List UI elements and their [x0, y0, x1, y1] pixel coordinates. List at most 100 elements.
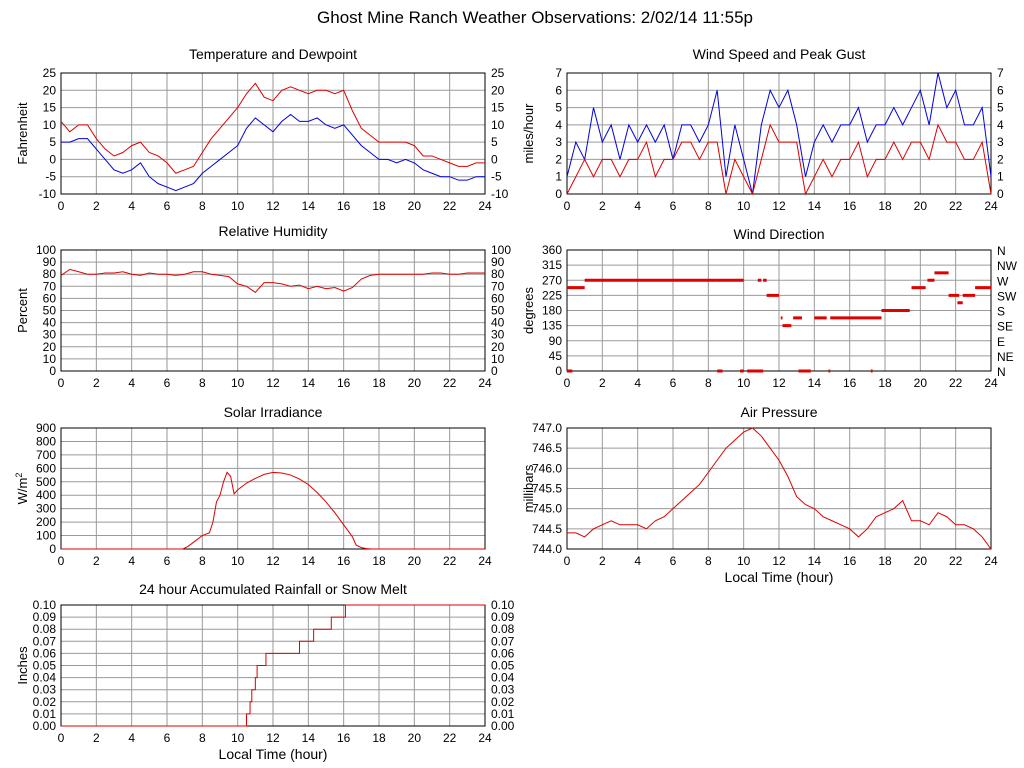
rh-x-tick-label: 0: [58, 376, 65, 390]
rh-series-0-line: [60, 268, 485, 294]
page-title: Ghost Mine Ranch Weather Observations: 2…: [317, 8, 753, 27]
wind-x-tick-label: 4: [634, 199, 641, 213]
rh-x-tick-label: 18: [372, 376, 386, 390]
rain-y-tick-label: 0.08: [33, 622, 57, 636]
solar-x-tick-label: 4: [128, 554, 135, 568]
solar-x-tick-label: 16: [337, 554, 351, 568]
rain-y-tick-label-right: 0.00: [491, 719, 515, 733]
rain-y-tick-label: 0.06: [33, 646, 57, 660]
pressure-x-tick-label: 0: [564, 554, 571, 568]
rain-title: 24 hour Accumulated Rainfall or Snow Mel…: [139, 581, 407, 597]
rh-y-tick-label-right: 30: [491, 328, 505, 342]
rain-y-tick-label: 0.05: [33, 659, 57, 673]
temp-y-tick-label: -5: [45, 170, 56, 184]
wind-y-tick-label-right: 7: [997, 66, 1004, 80]
temp-x-tick-label: 22: [443, 199, 457, 213]
temp-x-tick-label: 16: [337, 199, 351, 213]
rh-y-tick-label: 50: [43, 304, 57, 318]
pressure-y-axis-label: millibars: [521, 464, 536, 512]
wind-x-tick-label: 16: [843, 199, 857, 213]
wdir-y-tick-label: 360: [542, 243, 562, 257]
wdir-x-tick-label: 24: [984, 376, 998, 390]
rh-x-tick-label: 24: [478, 376, 492, 390]
solar-x-tick-label: 24: [478, 554, 492, 568]
wind-y-tick-label: 1: [555, 170, 562, 184]
pressure-y-tick-label: 746.5: [532, 441, 562, 455]
wind-y-tick-label: 4: [555, 118, 562, 132]
temp-x-tick-label: 6: [164, 199, 171, 213]
solar-y-tick-label: 0: [49, 542, 56, 556]
wind-x-tick-label: 18: [878, 199, 892, 213]
pressure-y-tick-label: 747.0: [532, 421, 562, 435]
solar-y-tick-label: 400: [36, 488, 56, 502]
rh-y-tick-label: 90: [43, 255, 57, 269]
wdir-compass-label: NE: [997, 350, 1014, 364]
temp-x-tick-label: 10: [231, 199, 245, 213]
wind-series-0-line: [566, 72, 992, 195]
wind-x-tick-label: 10: [737, 199, 751, 213]
pressure-plot-frame: [566, 427, 992, 550]
wdir-x-tick-label: 16: [843, 376, 857, 390]
temp-x-tick-label: 0: [58, 199, 65, 213]
solar-y-tick-label: 700: [36, 448, 56, 462]
temp-y-tick-label: 0: [49, 152, 56, 166]
rh-y-tick-label-right: 20: [491, 340, 505, 354]
pressure-y-tick-label: 745.5: [532, 482, 562, 496]
wind-x-tick-label: 8: [705, 199, 712, 213]
rh-x-tick-label: 2: [93, 376, 100, 390]
temp-y-tick-label: -10: [39, 187, 57, 201]
wind-y-tick-label: 3: [555, 135, 562, 149]
rh-y-tick-label-right: 60: [491, 291, 505, 305]
solar-y-tick-label: 100: [36, 529, 56, 543]
pressure-x-tick-label: 24: [984, 554, 998, 568]
wind-x-tick-label: 2: [599, 199, 606, 213]
solar-y-tick-label: 500: [36, 475, 56, 489]
rh-plot-frame: [60, 249, 486, 372]
solar-x-tick-label: 2: [93, 554, 100, 568]
rain-y-tick-label-right: 0.08: [491, 622, 515, 636]
wind-y-tick-label-right: 6: [997, 83, 1004, 97]
wind-y-tick-label-right: 3: [997, 135, 1004, 149]
pressure-x-tick-label: 20: [914, 554, 928, 568]
wdir-plot-frame: [566, 249, 992, 372]
wind-x-tick-label: 24: [984, 199, 998, 213]
rain-y-tick-label-right: 0.02: [491, 695, 515, 709]
wind-x-tick-label: 14: [808, 199, 822, 213]
rain-series-0-line: [61, 604, 485, 727]
rain-y-tick-label-right: 0.09: [491, 610, 515, 624]
pressure-x-tick-label: 10: [737, 554, 751, 568]
pressure-x-tick-label: 16: [843, 554, 857, 568]
rain-x-tick-label: 2: [93, 731, 100, 745]
solar-x-tick-label: 10: [231, 554, 245, 568]
rh-y-tick-label-right: 0: [491, 364, 498, 378]
rain-x-tick-label: 12: [266, 731, 280, 745]
pressure-series-0-line: [567, 427, 992, 550]
wind-y-tick-label-right: 1: [997, 170, 1004, 184]
rain-y-tick-label: 0.04: [33, 671, 57, 685]
rain-y-tick-label: 0.10: [33, 598, 57, 612]
solar-x-tick-label: 0: [58, 554, 65, 568]
rain-x-tick-label: 8: [199, 731, 206, 745]
rh-y-tick-label: 10: [43, 352, 57, 366]
temp-y-tick-label-right: -10: [491, 187, 509, 201]
rain-x-tick-label: 10: [231, 731, 245, 745]
rh-x-tick-label: 12: [266, 376, 280, 390]
rh-x-tick-label: 20: [408, 376, 422, 390]
rh-y-tick-label: 80: [43, 267, 57, 281]
temp-y-tick-label-right: 0: [491, 152, 498, 166]
rh-x-tick-label: 10: [231, 376, 245, 390]
rh-y-tick-label-right: 80: [491, 267, 505, 281]
solar-x-tick-label: 14: [302, 554, 316, 568]
rh-x-tick-label: 14: [302, 376, 316, 390]
rain-x-tick-label: 20: [408, 731, 422, 745]
rain-x-tick-label: 6: [164, 731, 171, 745]
rh-y-tick-label-right: 90: [491, 255, 505, 269]
temp-y-tick-label-right: 15: [491, 101, 505, 115]
solar-x-tick-label: 20: [408, 554, 422, 568]
solar-y-axis-label: W/m2: [14, 473, 30, 505]
rh-y-tick-label: 20: [43, 340, 57, 354]
rain-x-tick-label: 18: [372, 731, 386, 745]
wind-x-tick-label: 22: [949, 199, 963, 213]
